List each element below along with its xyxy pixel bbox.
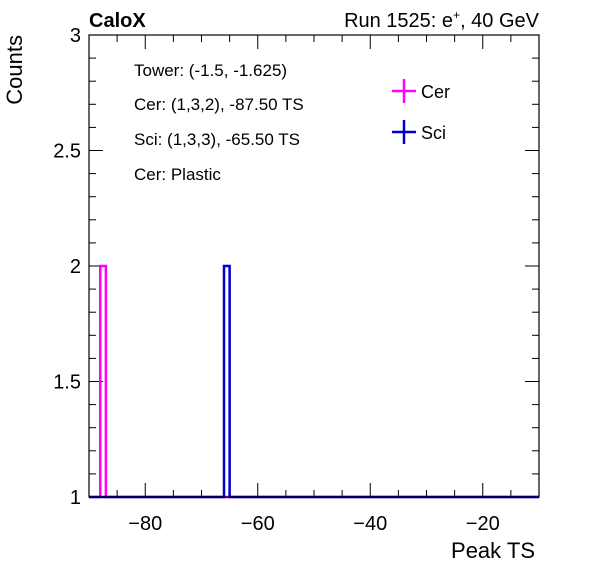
y-tick-label: 2 bbox=[70, 256, 81, 278]
x-tick-label: −60 bbox=[241, 513, 275, 535]
header-title: CaloX bbox=[89, 10, 146, 32]
y-tick-label: 2.5 bbox=[53, 141, 81, 163]
x-tick-label: −20 bbox=[466, 513, 500, 535]
y-tick-label: 1 bbox=[70, 487, 81, 509]
x-axis-label: Peak TS bbox=[451, 538, 535, 563]
y-axis-label: Counts bbox=[2, 35, 27, 105]
annotation-sci-channel: Sci: (1,3,3), -65.50 TS bbox=[134, 130, 300, 149]
legend: Cer Sci bbox=[392, 79, 450, 144]
tick-labels: −80 −60 −40 −20 1 1.5 2 2.5 3 bbox=[53, 25, 500, 535]
header-run-info: Run 1525: e+, 40 GeV bbox=[344, 8, 540, 32]
annotation-cer-channel: Cer: (1,3,2), -87.50 TS bbox=[134, 95, 304, 114]
histogram-series-cer bbox=[89, 264, 539, 499]
annotation-cer-material: Cer: Plastic bbox=[134, 165, 221, 184]
annotation-tower: Tower: (-1.5, -1.625) bbox=[134, 61, 287, 80]
legend-marker-cer bbox=[392, 79, 416, 103]
histogram-series-sci bbox=[89, 264, 539, 499]
histogram-bins bbox=[89, 264, 539, 499]
legend-label-cer: Cer bbox=[421, 82, 450, 102]
x-tick-label: −80 bbox=[128, 513, 162, 535]
legend-marker-sci bbox=[392, 120, 416, 144]
legend-label-sci: Sci bbox=[421, 123, 446, 143]
y-tick-label: 3 bbox=[70, 25, 81, 47]
y-tick-label: 1.5 bbox=[53, 372, 81, 394]
plot-frame bbox=[88, 34, 540, 498]
x-tick-label: −40 bbox=[353, 513, 387, 535]
